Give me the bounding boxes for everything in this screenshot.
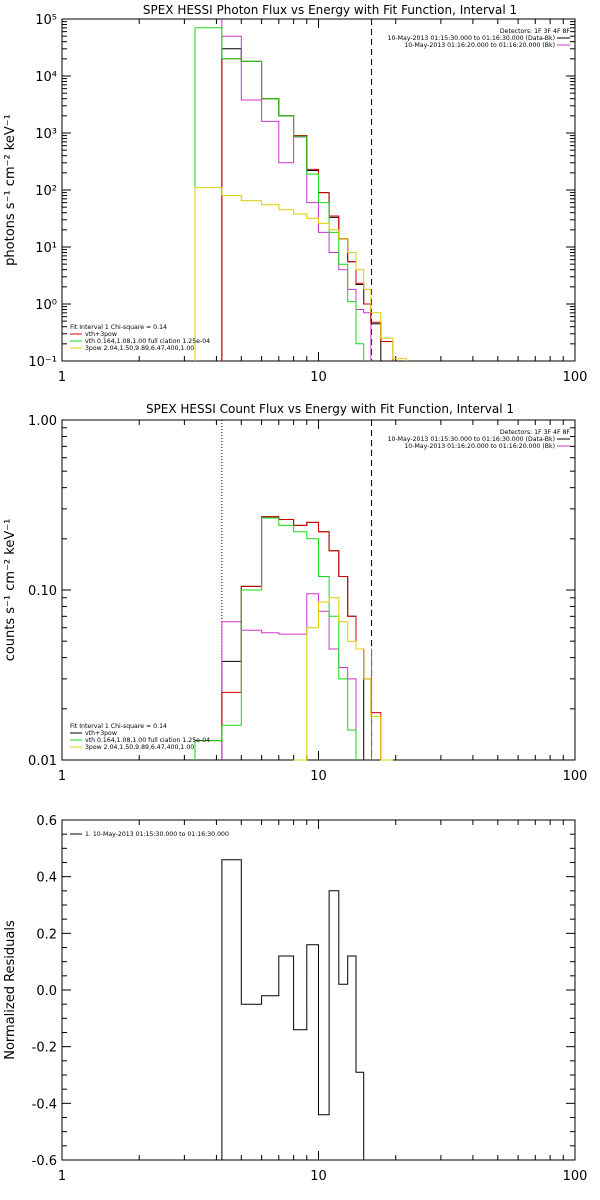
y-tick-label: 0.10	[28, 584, 57, 599]
count-y-axis-label: counts s⁻¹ cm⁻² keV⁻¹	[3, 519, 18, 662]
legend-entry: 3pow 2.04,1.50,9.89,6.47,400,1.00	[85, 345, 194, 352]
legend-header: Fit Interval 1 Chi-square = 0.14	[70, 324, 167, 331]
legend-header: Fit Interval 1 Chi-square = 0.14	[70, 723, 167, 730]
count-flux-panel: SPEX HESSI Count Flux vs Energy with Fit…	[3, 402, 587, 784]
y-tick-label: 10¹	[35, 241, 57, 256]
x-tick-label: 1	[58, 370, 66, 385]
photon-flux-panel: SPEX HESSI Photon Flux vs Energy with Fi…	[3, 3, 587, 385]
y-tick-label: 10⁰	[35, 298, 57, 313]
legend-entry: 3pow 2.04,1.50,9.89,6.47,400,1.00	[85, 744, 194, 751]
residuals-panel: Normalized Residuals 1 10 100 -0.6 -0.4 -0.2 0…	[3, 814, 587, 1184]
y-tick-label: 0.01	[28, 754, 57, 769]
count-chart-title: SPEX HESSI Count Flux vs Energy with Fit…	[146, 402, 514, 416]
x-tick-label: 100	[563, 769, 588, 784]
legend-entry: vth 0.164,1.08,1.00 full ciation 1.25e-0…	[85, 338, 210, 345]
y-tick-label: 0.0	[36, 984, 57, 999]
x-tick-label: 1	[58, 769, 66, 784]
legend-entry: vth+3pow	[85, 730, 117, 737]
legend-header: Detectors: 1F 3F 4F 8F	[500, 429, 571, 436]
series-3pow	[194, 187, 407, 361]
legend-entry: 10-May-2013 01:15:30.000 to 01:16:30.000…	[388, 436, 555, 443]
y-tick-label: 0.6	[36, 814, 57, 829]
photon-chart-title: SPEX HESSI Photon Flux vs Energy with Fi…	[143, 3, 517, 17]
legend-entry: vth+3pow	[85, 331, 117, 338]
legend-header: Detectors: 1F 3F 4F 8F	[500, 28, 571, 35]
y-tick-label: 0.4	[36, 871, 57, 886]
x-tick-label: 10	[310, 370, 327, 385]
series-bk	[221, 593, 357, 760]
series-3pow	[293, 597, 393, 761]
y-tick-label: -0.2	[32, 1041, 57, 1056]
legend-entry: 1. 10-May-2013 01:15:30.000 to 01:16:30.…	[85, 831, 229, 838]
series-vth	[194, 27, 365, 361]
photon-y-axis-label: photons s⁻¹ cm⁻² keV⁻¹	[3, 114, 18, 266]
legend-entry: 10-May-2013 01:16:20.000 to 01:16:20.000…	[404, 42, 555, 49]
x-tick-label: 10	[310, 769, 327, 784]
x-tick-label: 100	[563, 370, 588, 385]
y-tick-label: 10²	[35, 184, 57, 199]
series-vth	[194, 517, 357, 760]
y-tick-label: -0.6	[32, 1154, 57, 1169]
legend-entry: vth 0.164,1.08,1.00 full ciation 1.25e-0…	[85, 737, 210, 744]
legend-entry: 10-May-2013 01:15:30.000 to 01:16:30.000…	[388, 35, 555, 42]
residuals-y-axis-label: Normalized Residuals	[3, 920, 18, 1060]
series-1-10-may-2013-01-15-30-000-to-01-16-30-000	[221, 859, 365, 1160]
y-tick-label: 10⁴	[35, 70, 57, 85]
y-tick-label: 10⁵	[35, 13, 57, 28]
y-tick-label: 10³	[35, 127, 57, 142]
y-tick-label: 1.00	[28, 414, 57, 429]
x-tick-label: 100	[563, 1169, 588, 1184]
x-tick-label: 10	[310, 1169, 327, 1184]
y-tick-label: 10⁻¹	[28, 355, 57, 370]
x-tick-label: 1	[58, 1169, 66, 1184]
y-tick-label: -0.4	[32, 1097, 57, 1112]
legend-entry: 10-May-2013 01:16:20.000 to 01:16:20.000…	[404, 443, 555, 450]
y-tick-label: 0.2	[36, 927, 57, 942]
